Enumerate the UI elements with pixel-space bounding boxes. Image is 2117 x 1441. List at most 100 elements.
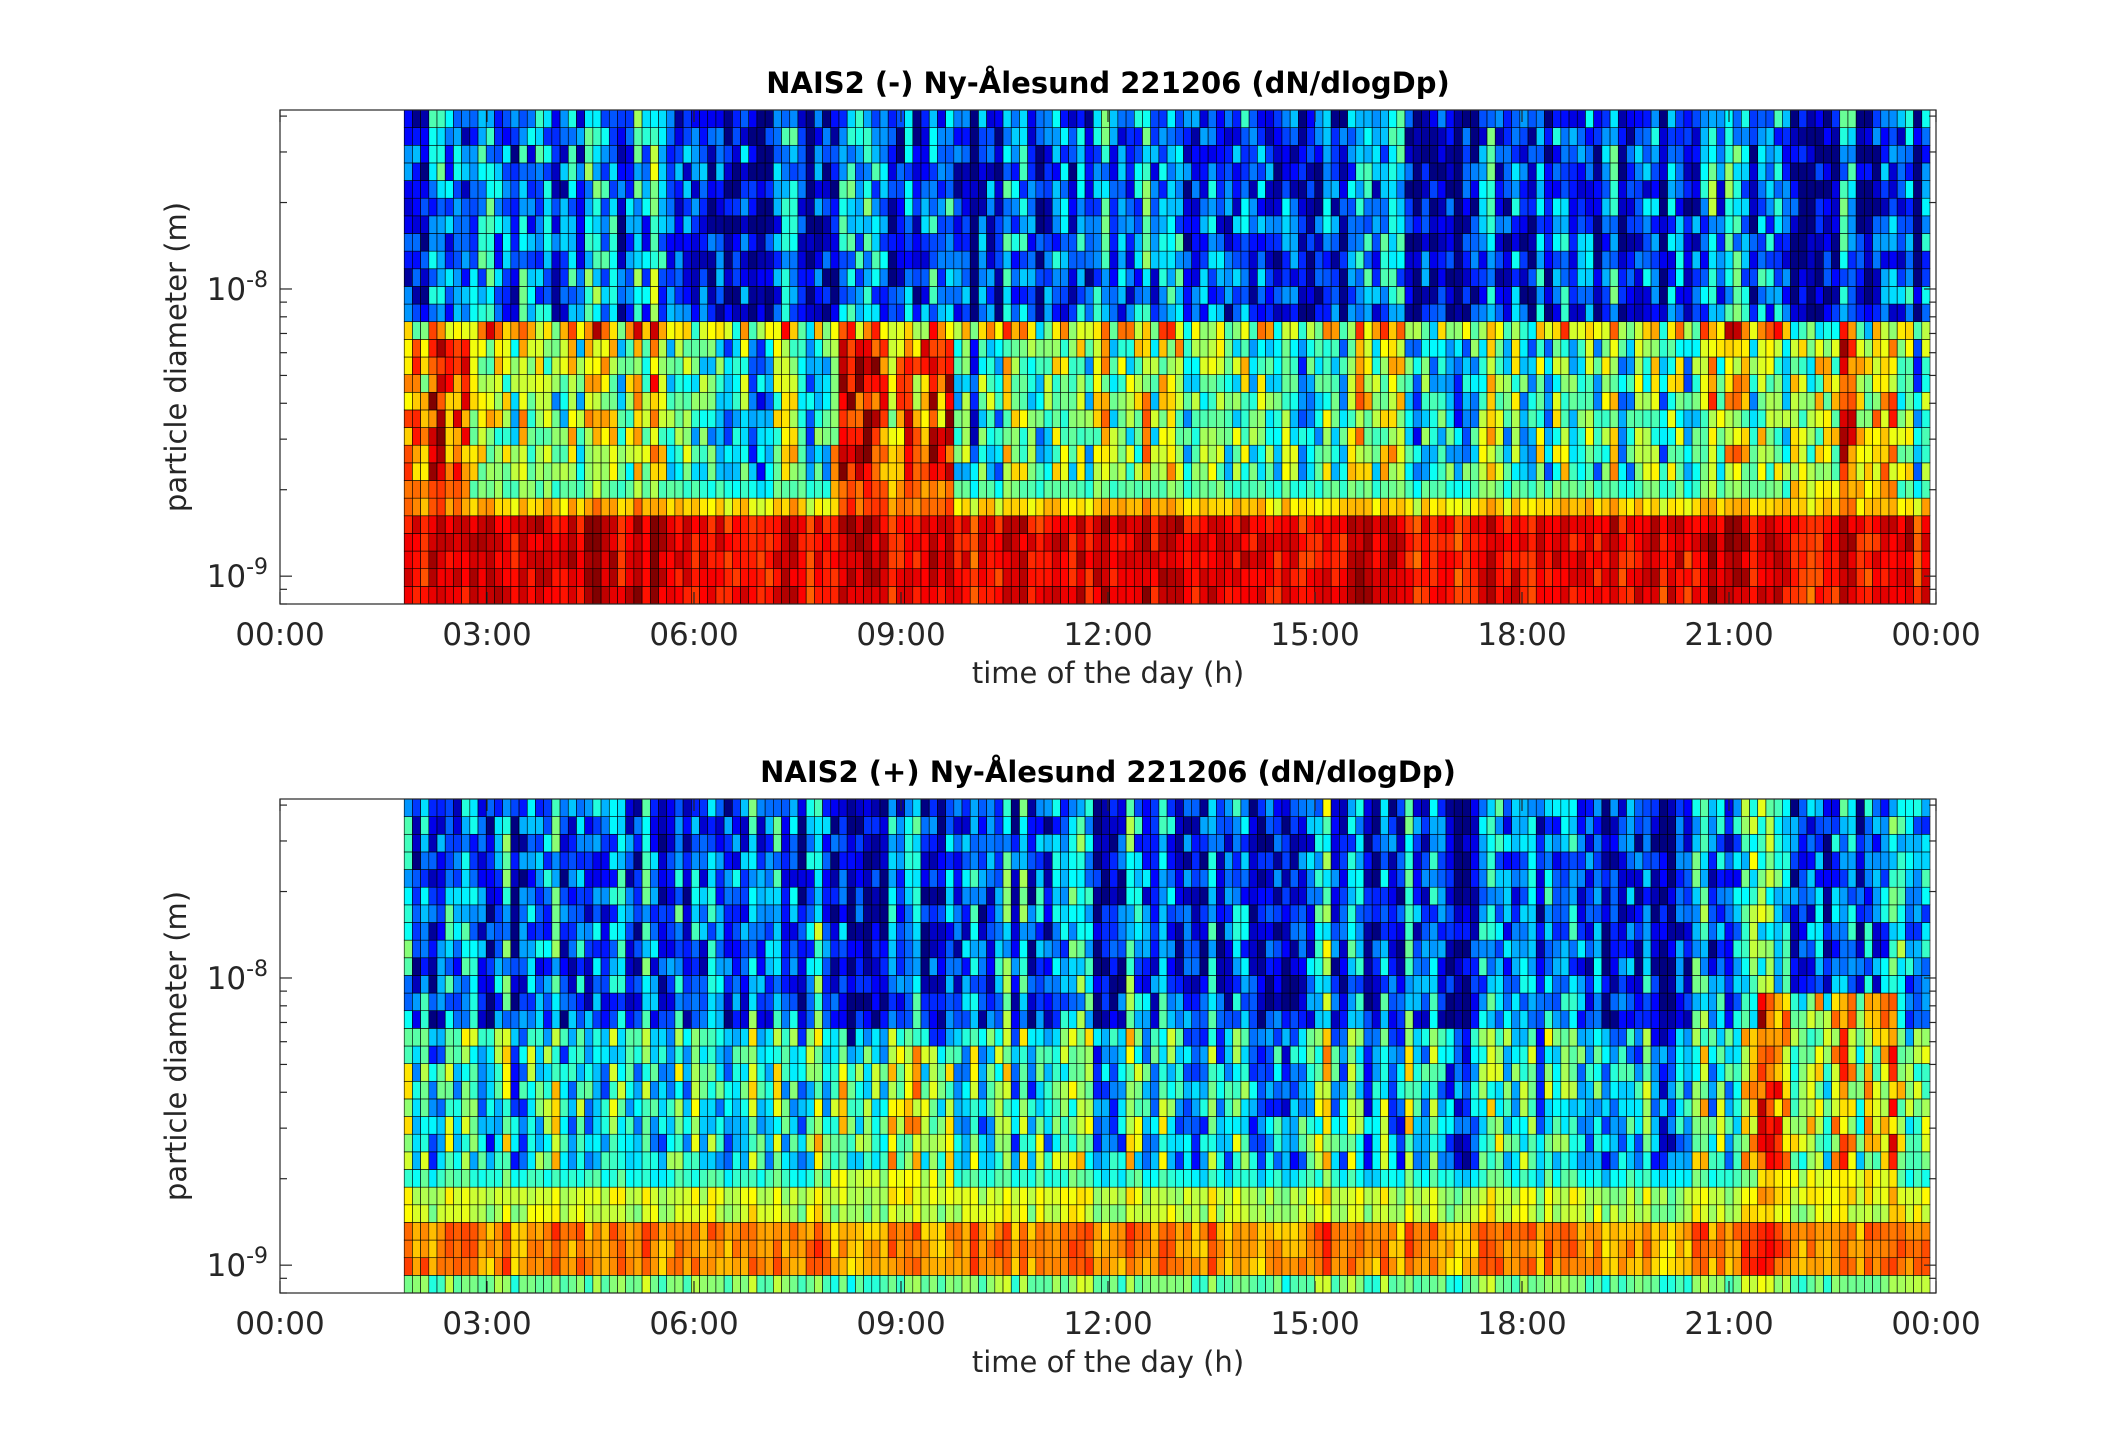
heatmap-cell [723,497,733,517]
heatmap-cell [617,391,626,411]
heatmap-cell [945,215,955,234]
heatmap-cell [781,127,791,146]
heatmap-cell [1257,286,1266,305]
heatmap-cell [1388,391,1398,411]
heatmap-cell [1503,533,1512,552]
heatmap-cell [600,233,610,252]
heatmap-cell [1486,339,1496,358]
heatmap-cell [535,180,544,199]
heatmap-cell [1585,250,1594,270]
heatmap-cell [666,180,676,199]
heatmap-cell [1790,480,1800,499]
heatmap-cell [559,268,569,287]
heatmap-cell [502,462,512,481]
heatmap-cell [1265,374,1275,393]
heatmap-cell [781,444,791,464]
heatmap-cell [1273,568,1283,587]
heatmap-cell [945,339,955,358]
heatmap-cell [641,197,651,217]
heatmap-cell [904,109,914,128]
heatmap-cell [1585,497,1594,517]
heatmap-cell [773,480,782,499]
heatmap-cell [805,356,815,375]
heatmap-cell [838,497,848,517]
heatmap-cell [1207,127,1217,146]
heatmap-cell [1749,162,1759,181]
heatmap-cell [1503,480,1512,499]
heatmap-cell [969,127,979,146]
heatmap-cell [1831,356,1841,375]
heatmap-cell [428,391,438,411]
heatmap-cell [871,109,881,128]
heatmap-cell [1281,533,1291,552]
heatmap-cell [1535,444,1545,464]
heatmap-cell [961,109,971,128]
heatmap-cell [1412,197,1422,217]
heatmap-cell [469,286,479,305]
heatmap-cell [1462,515,1471,534]
heatmap-cell [1166,356,1176,375]
heatmap-cell [1330,303,1340,323]
heatmap-cell [1568,550,1578,570]
heatmap-cell [1675,233,1685,252]
heatmap-cell [1568,568,1578,587]
heatmap-cell [1117,409,1127,428]
heatmap-cell [682,356,692,375]
heatmap-cell [1158,303,1168,323]
heatmap-cell [1683,550,1693,570]
heatmap-cell [1576,233,1586,252]
heatmap-cell [412,356,421,375]
heatmap-cell [846,444,856,464]
heatmap-cell [1741,180,1750,199]
heatmap-cell [1855,303,1865,323]
heatmap-cell [1339,568,1348,587]
heatmap-cell [994,303,1004,323]
heatmap-cell [1683,233,1693,252]
heatmap-cell [1281,321,1291,340]
heatmap-cell [994,197,1004,217]
heatmap-cell [641,533,651,552]
heatmap-cell [1322,409,1332,428]
heatmap-cell [674,109,684,128]
heatmap-cell [1347,356,1357,375]
heatmap-cell [961,409,971,428]
heatmap-cell [1191,127,1201,146]
heatmap-cell [928,250,938,270]
heatmap-cell [1092,180,1102,199]
heatmap-cell [1437,197,1447,217]
heatmap-cell [428,497,438,517]
heatmap-cell [1667,427,1676,446]
heatmap-cell [1462,144,1471,164]
heatmap-cell [1585,286,1594,305]
heatmap-cell [1060,480,1069,499]
heatmap-cell [633,109,643,128]
heatmap-cell [1339,497,1348,517]
heatmap-cell [1675,303,1685,323]
heatmap-cell [543,339,553,358]
heatmap-cell [1232,180,1242,199]
heatmap-cell [1585,321,1594,340]
heatmap-cell [592,144,602,164]
heatmap-cell [1125,144,1135,164]
heatmap-cell [830,162,840,181]
heatmap-cell [633,180,643,199]
heatmap-cell [494,462,503,481]
heatmap-cell [510,127,520,146]
heatmap-cell [625,462,635,481]
heatmap-cell [502,444,512,464]
heatmap-cell [1650,215,1660,234]
heatmap-cell [896,180,905,199]
heatmap-cell [1675,356,1685,375]
heatmap-cell [789,339,799,358]
heatmap-cell [625,480,635,499]
heatmap-cell [707,286,717,305]
heatmap-cell [608,250,618,270]
heatmap-cell [494,409,503,428]
heatmap-cell [1667,515,1676,534]
heatmap-cell [1183,268,1193,287]
heatmap-cell [1708,109,1718,128]
heatmap-cell [1601,427,1611,446]
heatmap-cell [764,321,774,340]
heatmap-cell [887,268,897,287]
heatmap-cell [978,268,987,287]
